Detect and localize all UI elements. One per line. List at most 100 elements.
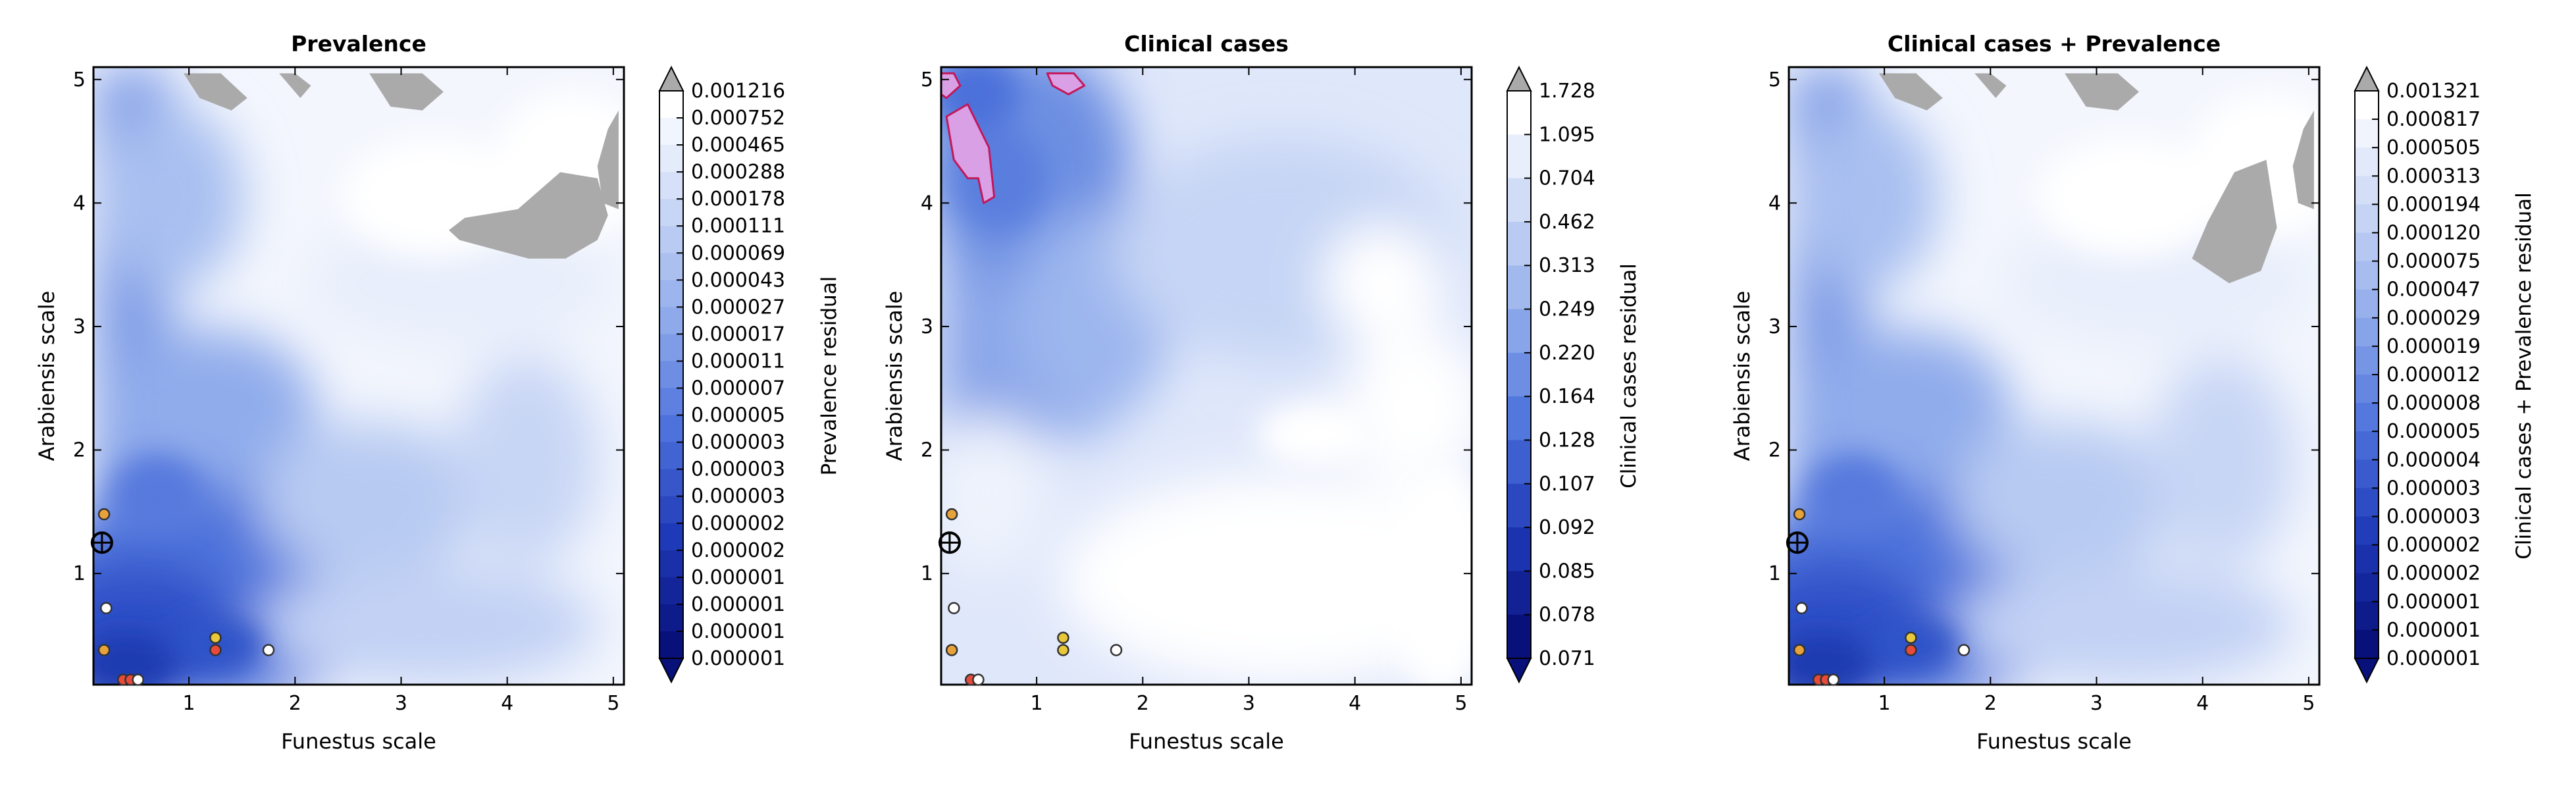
data-point bbox=[972, 673, 985, 686]
over-range-region bbox=[597, 110, 619, 209]
chart-title: Clinical cases + Prevalence bbox=[1888, 31, 2221, 57]
over-range-region bbox=[184, 73, 247, 111]
colorbar-segment bbox=[659, 91, 683, 118]
colorbar-under-arrow bbox=[658, 658, 684, 684]
colorbar-tick-label: 0.000001 bbox=[691, 647, 785, 670]
data-point bbox=[262, 644, 275, 656]
colorbar-tick-label: 1.728 bbox=[1539, 80, 1595, 103]
x-ticks: 1 2 3 4 5 bbox=[1878, 67, 2315, 715]
colorbar-segment bbox=[659, 604, 683, 632]
x-tick-label: 3 bbox=[1243, 692, 1255, 715]
chart-title: Prevalence bbox=[291, 31, 426, 57]
colorbar-tick-label: 0.000069 bbox=[691, 242, 785, 265]
colorbar-tick-label: 0.000004 bbox=[2386, 448, 2481, 471]
data-point bbox=[97, 644, 111, 656]
colorbar-segment bbox=[1507, 571, 1531, 616]
colorbar-frame bbox=[1507, 90, 1532, 659]
colorbar-segment bbox=[1507, 221, 1531, 266]
y-tick-label: 2 bbox=[1768, 439, 1781, 462]
heatmap-area bbox=[941, 67, 1472, 685]
y-tick-label: 1 bbox=[1768, 562, 1781, 585]
colorbar-tick-label: 0.000465 bbox=[691, 134, 785, 157]
colorbar-tick-label: 0.313 bbox=[1539, 254, 1595, 277]
colorbar-tick-label: 0.164 bbox=[1539, 385, 1595, 408]
colorbar: 1.728 1.095 0.704 0.462 0.313 0.249 0.220 0.164… bbox=[1506, 65, 1595, 684]
y-ticks: 1 2 3 4 5 bbox=[1768, 68, 2319, 585]
colorbar-tick-label: 0.000027 bbox=[691, 296, 785, 319]
y-tick-label: 3 bbox=[921, 315, 933, 338]
over-range-region bbox=[2292, 110, 2314, 209]
colorbar-tick-label: 0.000194 bbox=[2386, 193, 2481, 216]
x-tick-label: 1 bbox=[183, 692, 195, 715]
colorbar-over-arrow bbox=[2354, 65, 2380, 92]
over-range-region bbox=[369, 73, 444, 111]
heatmap-area bbox=[1789, 67, 2319, 685]
colorbar-segment bbox=[2355, 176, 2379, 205]
colorbar-tick-label: 0.000012 bbox=[2386, 363, 2481, 386]
colorbar-tick-label: 0.001321 bbox=[2386, 80, 2481, 103]
y-tick-label: 5 bbox=[73, 68, 86, 92]
colorbar-tick-label: 0.092 bbox=[1539, 516, 1595, 539]
colorbar-segment bbox=[659, 361, 683, 389]
y-tick-label: 4 bbox=[73, 192, 86, 215]
colorbar-segment bbox=[659, 334, 683, 362]
colorbar-segment bbox=[1507, 440, 1531, 485]
colorbar-tick-label: 0.000008 bbox=[2386, 392, 2481, 415]
over-range-region bbox=[279, 73, 311, 98]
colorbar-under-arrow bbox=[1506, 658, 1532, 684]
data-point bbox=[1827, 673, 1840, 686]
colorbar-segment bbox=[659, 415, 683, 443]
colorbar-segment bbox=[659, 172, 683, 199]
x-tick-label: 1 bbox=[1031, 692, 1043, 715]
colorbar-segment bbox=[659, 469, 683, 497]
colorbar-over-arrow bbox=[658, 65, 684, 92]
x-axis-label: Funestus scale bbox=[1129, 729, 1284, 754]
data-point bbox=[945, 508, 958, 521]
colorbar-tick-label: 0.000075 bbox=[2386, 250, 2481, 273]
colorbar-segment bbox=[2355, 601, 2379, 631]
x-tick-label: 4 bbox=[2196, 692, 2209, 715]
data-point bbox=[1110, 644, 1123, 656]
y-tick-label: 1 bbox=[921, 562, 933, 585]
colorbar-segment bbox=[2355, 232, 2379, 262]
colorbar-tick-label: 0.071 bbox=[1539, 647, 1595, 670]
over-range-regions bbox=[184, 73, 619, 259]
x-tick-label: 2 bbox=[289, 692, 301, 715]
colorbar-segment bbox=[1507, 265, 1531, 310]
colorbar-segment bbox=[2355, 431, 2379, 460]
scatter-points bbox=[1786, 508, 1971, 686]
colorbar-tick-label: 0.000003 bbox=[2386, 506, 2481, 529]
colorbar-tick-label: 0.000003 bbox=[691, 431, 785, 454]
colorbar-segment bbox=[659, 118, 683, 145]
x-ticks: 1 2 3 4 5 bbox=[183, 67, 619, 715]
colorbar-segment bbox=[1507, 614, 1531, 659]
plot-frame bbox=[940, 66, 1473, 686]
over-range-region bbox=[449, 172, 608, 259]
data-point bbox=[1057, 644, 1069, 656]
data-point bbox=[1793, 644, 1806, 656]
colorbar-segment bbox=[2355, 261, 2379, 290]
over-range-region bbox=[2192, 159, 2277, 284]
colorbar-segment bbox=[659, 280, 683, 307]
x-axis-label: Funestus scale bbox=[281, 729, 436, 754]
y-tick-label: 2 bbox=[921, 439, 933, 462]
over-range-regions bbox=[1879, 73, 2314, 284]
colorbar-tick-label: 0.107 bbox=[1539, 473, 1595, 496]
colorbar-tick-label: 0.000111 bbox=[691, 215, 785, 238]
x-tick-label: 3 bbox=[395, 692, 407, 715]
colorbar-tick-label: 0.000752 bbox=[691, 107, 785, 130]
colorbar-segment bbox=[2355, 147, 2379, 176]
x-axis-label: Funestus scale bbox=[1976, 729, 2132, 754]
y-axis-label: Arabiensis scale bbox=[882, 291, 907, 461]
plot-frame bbox=[1788, 66, 2321, 686]
colorbar-segment bbox=[659, 388, 683, 416]
colorbar-tick-label: 0.000005 bbox=[691, 404, 785, 427]
colorbar-tick-label: 0.000817 bbox=[2386, 108, 2481, 131]
colorbar-tick-label: 0.000003 bbox=[2386, 477, 2481, 500]
colorbar-segment bbox=[1507, 483, 1531, 528]
colorbar-frame bbox=[659, 90, 684, 659]
y-ticks: 1 2 3 4 5 bbox=[73, 68, 624, 585]
high-residual-region bbox=[1046, 72, 1086, 95]
x-tick-label: 2 bbox=[1137, 692, 1149, 715]
colorbar-segment bbox=[659, 442, 683, 470]
